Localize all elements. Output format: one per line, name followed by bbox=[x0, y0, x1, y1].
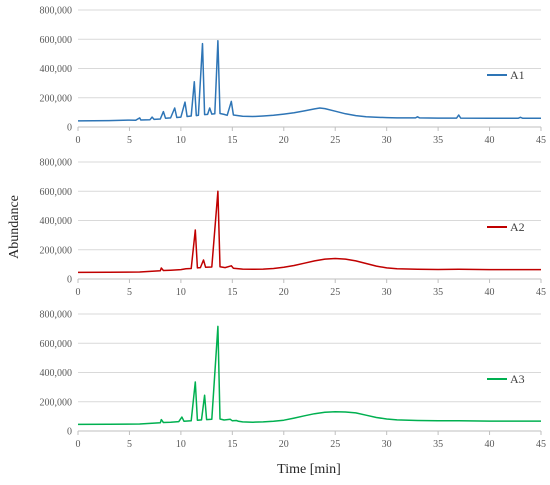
x-tick-label: 35 bbox=[433, 135, 443, 146]
y-axis-title: Abundance bbox=[7, 195, 22, 259]
x-tick-label: 45 bbox=[536, 439, 546, 450]
x-tick-label: 15 bbox=[227, 439, 237, 450]
legend-label: A3 bbox=[510, 372, 525, 386]
x-tick-label: 30 bbox=[382, 439, 392, 450]
x-tick-label: 15 bbox=[227, 287, 237, 298]
series-line-a1 bbox=[77, 39, 541, 122]
y-tick-label: 400,000 bbox=[40, 216, 73, 227]
x-tick-label: 10 bbox=[176, 135, 186, 146]
y-tick-label: 200,000 bbox=[40, 93, 73, 104]
x-tick-label: 20 bbox=[279, 287, 289, 298]
chart-panels: 0 200,000 400,000 600,000 800,000 0 5 10 15 20 25 3… bbox=[40, 6, 547, 451]
x-tick-label: 30 bbox=[382, 287, 392, 298]
x-tick-label: 5 bbox=[127, 135, 132, 146]
chart-panel-2: 0 200,000 400,000 600,000 800,000 0 5 10 15 20 25 3… bbox=[40, 158, 547, 299]
x-tick-label: 15 bbox=[227, 135, 237, 146]
y-tick-label: 800,000 bbox=[40, 310, 73, 321]
legend-label: A2 bbox=[510, 220, 525, 234]
x-tick-label: 10 bbox=[176, 439, 186, 450]
x-tick-label: 0 bbox=[76, 287, 81, 298]
x-tick-label: 40 bbox=[485, 135, 495, 146]
x-tick-label: 25 bbox=[330, 287, 340, 298]
x-tick-label: 25 bbox=[330, 439, 340, 450]
y-tick-label: 200,000 bbox=[40, 245, 73, 256]
y-tick-label: 600,000 bbox=[40, 35, 73, 46]
series-line-a3 bbox=[77, 325, 541, 426]
y-tick-label: 800,000 bbox=[40, 6, 73, 17]
x-tick-label: 35 bbox=[433, 287, 443, 298]
x-tick-label: 10 bbox=[176, 287, 186, 298]
y-tick-label: 400,000 bbox=[40, 64, 73, 75]
x-tick-label: 45 bbox=[536, 287, 546, 298]
x-tick-label: 0 bbox=[76, 135, 81, 146]
chart-panel-3: 0 200,000 400,000 600,000 800,000 0 5 10 15 20 25 3… bbox=[40, 310, 547, 451]
y-tick-label: 400,000 bbox=[40, 368, 73, 379]
x-tick-label: 5 bbox=[127, 439, 132, 450]
x-tick-label: 35 bbox=[433, 439, 443, 450]
y-tick-label: 0 bbox=[67, 123, 72, 134]
y-tick-label: 600,000 bbox=[40, 339, 73, 350]
x-tick-label: 40 bbox=[485, 439, 495, 450]
y-tick-label: 0 bbox=[67, 427, 72, 438]
y-tick-label: 0 bbox=[67, 275, 72, 286]
x-tick-label: 5 bbox=[127, 287, 132, 298]
x-tick-label: 20 bbox=[279, 135, 289, 146]
series-line-a2 bbox=[77, 190, 541, 274]
x-tick-label: 30 bbox=[382, 135, 392, 146]
x-axis-title: Time [min] bbox=[277, 462, 341, 477]
chart-panel-1: 0 200,000 400,000 600,000 800,000 0 5 10 15 20 25 3… bbox=[40, 6, 547, 147]
x-tick-label: 40 bbox=[485, 287, 495, 298]
y-tick-label: 600,000 bbox=[40, 187, 73, 198]
x-tick-label: 0 bbox=[76, 439, 81, 450]
legend-label: A1 bbox=[510, 68, 525, 82]
x-tick-label: 45 bbox=[536, 135, 546, 146]
y-tick-label: 200,000 bbox=[40, 397, 73, 408]
x-tick-label: 20 bbox=[279, 439, 289, 450]
y-tick-label: 800,000 bbox=[40, 158, 73, 169]
x-tick-label: 25 bbox=[330, 135, 340, 146]
